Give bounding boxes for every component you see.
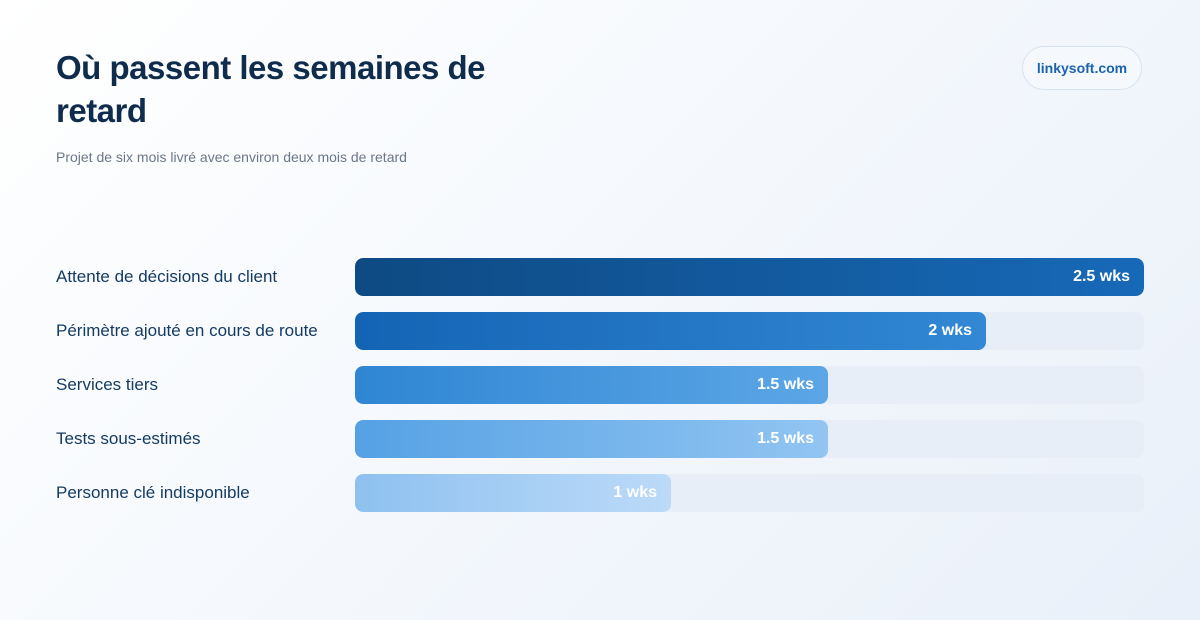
bar: 1.5 wks — [355, 366, 828, 404]
chart-title: Où passent les semaines de retard — [56, 49, 486, 129]
bar: 1.5 wks — [355, 420, 828, 458]
bar: 2.5 wks — [355, 258, 1144, 296]
bar-track: 2 wks — [355, 312, 1144, 350]
category-label: Périmètre ajouté en cours de route — [56, 321, 318, 340]
bar-track: 1.5 wks — [355, 420, 1144, 458]
bar-track: 1.5 wks — [355, 366, 1144, 404]
bar-row: Périmètre ajouté en cours de route 2 wks — [0, 312, 1200, 350]
bar-track: 1 wks — [355, 474, 1144, 512]
category-label: Personne clé indisponible — [56, 483, 250, 502]
bar: 2 wks — [355, 312, 986, 350]
site-badge[interactable]: linkysoft.com — [1022, 46, 1142, 90]
data-label: 2 wks — [928, 322, 972, 339]
data-label: 1.5 wks — [757, 376, 814, 393]
bar-row: Tests sous-estimés 1.5 wks — [0, 420, 1200, 458]
bar-row: Personne clé indisponible 1 wks — [0, 474, 1200, 512]
category-label: Services tiers — [56, 375, 159, 394]
data-label: 1 wks — [613, 484, 657, 501]
bar-row: Attente de décisions du client 2.5 wks — [0, 258, 1200, 296]
category-label: Attente de décisions du client — [56, 267, 278, 286]
bar: 1 wks — [355, 474, 671, 512]
bar-track: 2.5 wks — [355, 258, 1144, 296]
chart-subtitle: Projet de six mois livré avec environ de… — [56, 149, 407, 165]
data-label: 1.5 wks — [757, 430, 814, 447]
category-label: Tests sous-estimés — [56, 429, 201, 448]
data-label: 2.5 wks — [1073, 268, 1130, 285]
bar-row: Services tiers 1.5 wks — [0, 366, 1200, 404]
